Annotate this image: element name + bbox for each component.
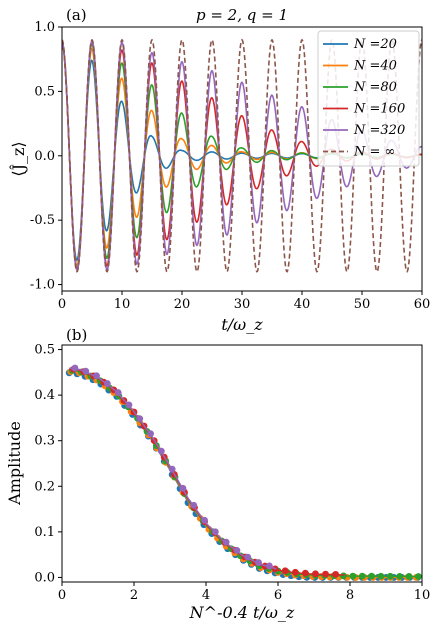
panel-a-title: p = 2, q = 1 xyxy=(196,6,288,24)
data-point-n80 xyxy=(368,572,375,580)
data-point-n320 xyxy=(211,528,219,536)
data-point-n80 xyxy=(358,572,366,580)
data-point-n80 xyxy=(386,572,394,580)
data-point-n320 xyxy=(265,562,273,570)
panel-a-ticks: 0 10 20 30 40 50 60 -1.0 -0.5 0.0 0.5 1.0 xyxy=(30,20,430,312)
x-tick-label: 0 xyxy=(58,297,66,312)
data-point-n160 xyxy=(332,570,339,578)
data-point-n320 xyxy=(233,546,241,554)
legend-entry: N =40 xyxy=(353,59,397,74)
x-tick-label: 40 xyxy=(294,297,311,312)
x-tick-label: 4 xyxy=(202,588,210,603)
panel-b-xlabel: N^-0.4 t/ω_z xyxy=(189,603,295,622)
data-point-n80 xyxy=(415,573,422,580)
data-point-n320 xyxy=(125,401,133,409)
panel-b: (b) 0 2 4 6 8 10 0.0 0.1 0.2 0.3 0.4 0.5 N^-0.4 t/ω… xyxy=(5,326,430,622)
panel-b-ylabel: Amplitude xyxy=(5,421,24,506)
y-tick-label: 0.4 xyxy=(34,388,55,403)
panel-b-series xyxy=(65,364,422,581)
legend-entry: N =320 xyxy=(353,123,405,138)
legend-entry: N =160 xyxy=(353,102,405,117)
x-tick-label: 8 xyxy=(346,588,354,603)
data-point-n80 xyxy=(405,573,413,580)
data-point-n160 xyxy=(312,570,319,578)
y-tick-label: 0.5 xyxy=(34,343,55,358)
y-tick-label: 0.0 xyxy=(34,570,55,585)
data-point-n320 xyxy=(201,516,208,524)
panel-b-label: (b) xyxy=(66,326,87,344)
x-tick-label: 6 xyxy=(274,588,282,603)
series-line-infinite xyxy=(62,38,422,273)
x-tick-label: 30 xyxy=(234,297,251,312)
y-tick-label: 0.5 xyxy=(34,84,55,99)
x-tick-label: 2 xyxy=(130,588,138,603)
y-tick-label: 0.2 xyxy=(34,479,55,494)
data-point-n80 xyxy=(349,572,357,580)
data-point-n80 xyxy=(340,572,347,580)
panel-a-label: (a) xyxy=(66,6,87,24)
data-point-n160 xyxy=(281,567,289,575)
y-tick-label: 1.0 xyxy=(34,20,55,35)
x-tick-label: 10 xyxy=(114,297,131,312)
panel-b-ticks: 0 2 4 6 8 10 0.0 0.1 0.2 0.3 0.4 0.5 xyxy=(34,343,430,603)
y-tick-label: 0.1 xyxy=(34,525,55,540)
panel-b-frame xyxy=(61,344,423,583)
y-tick-label: -0.5 xyxy=(30,213,55,228)
x-tick-label: 60 xyxy=(414,297,431,312)
collapse-line-n160 xyxy=(69,368,345,576)
legend-entry: N =80 xyxy=(353,80,397,95)
data-point-n80 xyxy=(377,572,385,580)
data-point-n320 xyxy=(179,484,187,492)
panel-a-legend: N =20 N =40 N =80 N =160 N =320 N = ∞ xyxy=(317,30,420,167)
legend-entry: N = ∞ xyxy=(353,145,395,160)
data-point-n320 xyxy=(190,501,198,509)
data-point-n160 xyxy=(322,570,329,578)
y-tick-label: -1.0 xyxy=(30,278,55,293)
data-point-n320 xyxy=(82,367,90,375)
x-tick-label: 10 xyxy=(414,588,431,603)
data-point-n320 xyxy=(114,389,122,396)
data-point-n320 xyxy=(157,447,165,455)
data-point-n320 xyxy=(168,465,176,473)
x-tick-label: 50 xyxy=(354,297,371,312)
y-tick-label: 0.3 xyxy=(34,434,55,449)
panel-a-ylabel: ⟨Ĵ_z⟩ xyxy=(9,141,28,176)
data-point-n320 xyxy=(136,415,144,423)
data-point-n320 xyxy=(147,430,154,438)
data-point-n320 xyxy=(244,553,252,561)
data-point-n320 xyxy=(255,559,262,566)
y-tick-label: 0.0 xyxy=(34,149,55,164)
data-point-n320 xyxy=(71,364,79,372)
x-tick-label: 0 xyxy=(58,588,66,603)
data-point-n320 xyxy=(103,380,111,387)
legend-entry: N =20 xyxy=(353,37,397,52)
panel-a: (a) p = 2, q = 1 0 10 20 30 40 50 60 -1.0 -0.5 0.… xyxy=(9,6,430,334)
panel-a-xlabel: t/ω_z xyxy=(221,315,263,334)
data-point-n80 xyxy=(396,572,404,580)
data-point-n320 xyxy=(222,538,230,546)
data-point-n160 xyxy=(301,569,309,577)
x-tick-label: 20 xyxy=(174,297,191,312)
data-point-n160 xyxy=(291,568,299,576)
data-point-n320 xyxy=(93,372,100,380)
